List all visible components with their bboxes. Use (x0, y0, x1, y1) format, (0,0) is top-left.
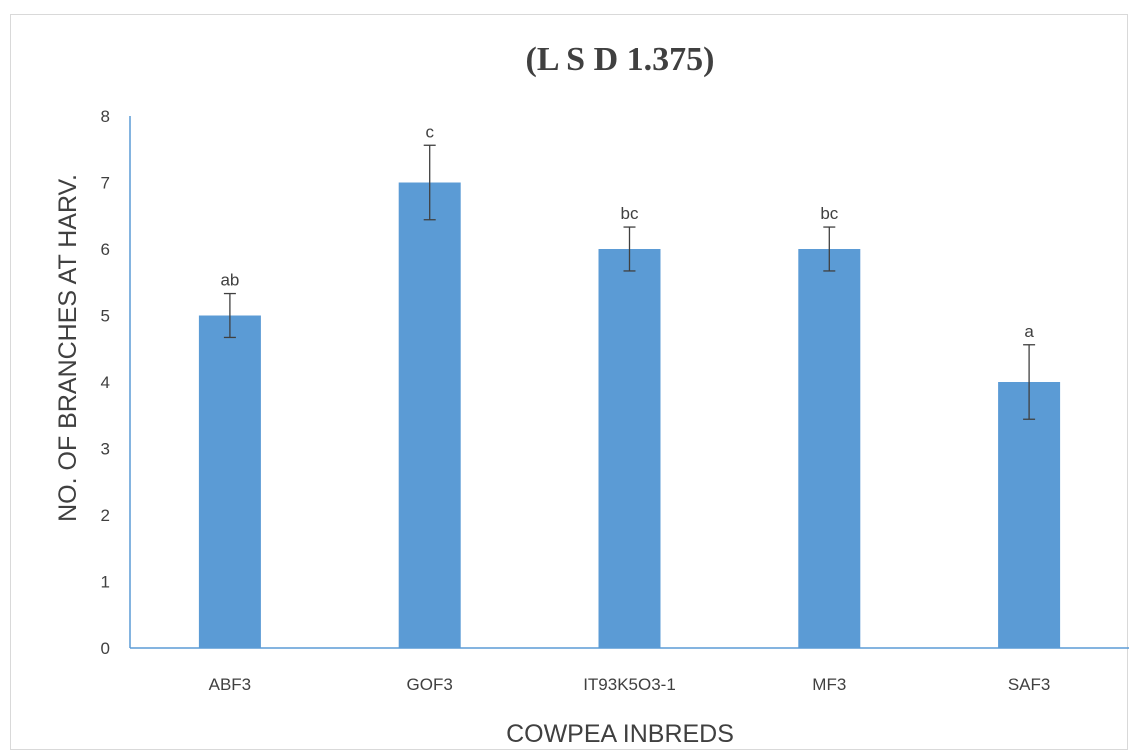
bar-mf3 (798, 249, 861, 648)
data-label: bc (621, 204, 639, 223)
chart-frame (10, 14, 1128, 750)
y-axis-label: NO. OF BRANCHES AT HARV. (54, 174, 82, 522)
y-tick-label: 2 (101, 506, 110, 525)
x-tick-label: MF3 (812, 675, 846, 694)
data-label: ab (220, 271, 239, 290)
data-label: a (1024, 322, 1034, 341)
y-tick-label: 3 (101, 440, 110, 459)
bar-saf3 (998, 382, 1061, 648)
x-tick-label: GOF3 (407, 675, 453, 694)
x-tick-label: ABF3 (209, 675, 252, 694)
y-tick-label: 0 (101, 639, 110, 658)
y-tick-label: 4 (101, 373, 110, 392)
plot-area: 0 1 2 3 4 5 6 7 8 ab ABF3 c GOF3 bc IT93K5O3-1 bc MF3 a SA… (101, 107, 1129, 694)
data-label: bc (820, 204, 838, 223)
data-label: c (425, 122, 434, 141)
x-tick-label: SAF3 (1008, 675, 1051, 694)
y-tick-label: 5 (101, 307, 110, 326)
x-tick-label: IT93K5O3-1 (583, 675, 676, 694)
y-tick-label: 8 (101, 107, 110, 126)
y-tick-label: 7 (101, 174, 110, 193)
bar-gof3 (398, 182, 461, 648)
x-axis-label: COWPEA INBREDS (506, 720, 734, 748)
y-tick-label: 6 (101, 240, 110, 259)
chart-title: (L S D 1.375) (526, 41, 715, 78)
y-tick-label: 1 (101, 573, 110, 592)
bar-it93k5o3-1 (598, 249, 661, 648)
bar-abf3 (198, 315, 261, 648)
